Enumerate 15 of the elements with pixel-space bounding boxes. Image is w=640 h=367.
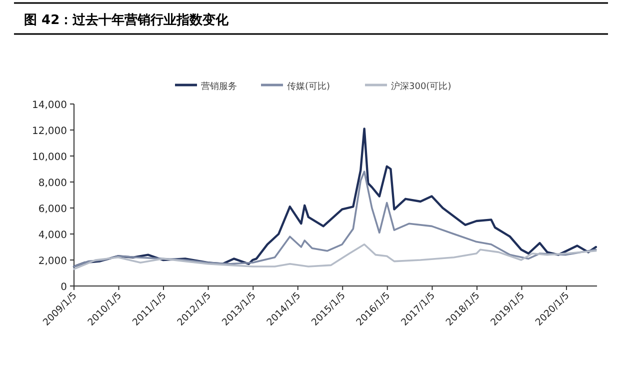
y-tick-label: 8,000 [38,178,67,189]
legend-label: 传媒(可比) [287,81,330,92]
line-series [73,244,597,270]
y-tick-label: 10,000 [32,152,67,163]
y-tick-label: 12,000 [32,126,67,137]
y-tick-label: 6,000 [38,204,67,215]
y-tick-label: 2,000 [38,256,67,267]
line-series [73,170,597,268]
y-tick-label: 14,000 [32,100,67,111]
y-tick-label: 0 [60,282,67,293]
legend-label: 营销服务 [201,81,237,92]
legend-label: 沪深300(可比) [391,81,452,92]
chart-title: 图 42：过去十年营销行业指数变化 [24,12,230,28]
y-tick-label: 4,000 [38,230,67,241]
line-series [72,128,597,268]
